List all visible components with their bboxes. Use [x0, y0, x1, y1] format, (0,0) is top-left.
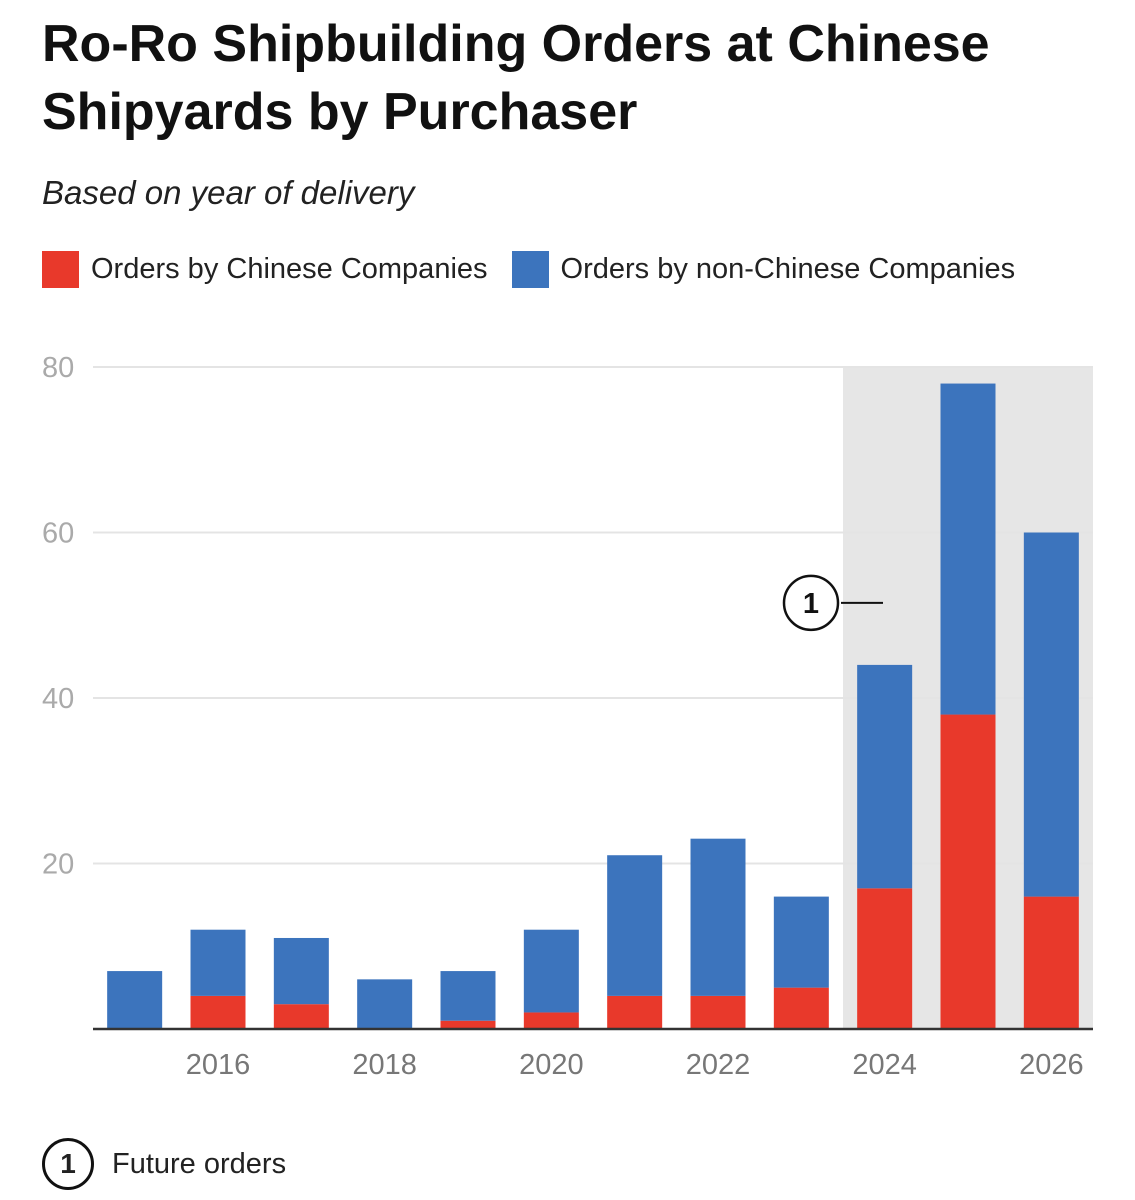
- bar-2016-non-chinese: [190, 929, 246, 996]
- y-tick-label-20: 20: [42, 849, 74, 881]
- bar-2024-non-chinese: [857, 664, 913, 889]
- bar-2015-non-chinese: [107, 971, 163, 1029]
- footnote-marker: 1: [42, 1138, 94, 1190]
- bar-2025-chinese: [940, 714, 996, 1029]
- legend-label-chinese: Orders by Chinese Companies: [91, 252, 488, 285]
- bar-2021-chinese: [607, 995, 663, 1029]
- bar-2025-non-chinese: [940, 383, 996, 715]
- legend-item-non-chinese: Orders by non-Chinese Companies: [511, 250, 1016, 288]
- x-tick-label-2024: 2024: [852, 1049, 917, 1081]
- footnote-text: Future orders: [112, 1147, 287, 1180]
- y-tick-label-80: 80: [42, 352, 74, 384]
- bar-2016-chinese: [190, 995, 246, 1029]
- footnote: 1 Future orders: [42, 1138, 286, 1190]
- x-tick-label-2016: 2016: [186, 1049, 251, 1081]
- chart-title: Ro-Ro Shipbuilding Orders at Chinese Shi…: [42, 15, 990, 141]
- x-tick-label-2018: 2018: [352, 1049, 417, 1081]
- bar-2017-chinese: [273, 1004, 329, 1029]
- legend-label-non-chinese: Orders by non-Chinese Companies: [560, 252, 1016, 285]
- legend-swatch-non-chinese: [511, 250, 549, 288]
- chart-subtitle: Based on year of delivery: [42, 174, 415, 211]
- bar-2019-non-chinese: [440, 971, 496, 1021]
- legend: Orders by Chinese Companies Orders by no…: [42, 248, 1039, 290]
- x-tick-label-2022: 2022: [686, 1049, 751, 1081]
- bar-2026-non-chinese: [1023, 532, 1079, 897]
- x-tick-label-2020: 2020: [519, 1049, 584, 1081]
- bar-chart: 20 40 60 80 2016 2018 2020 2022 2024 2026 1: [42, 352, 1093, 1081]
- bar-2021-non-chinese: [607, 855, 663, 996]
- bar-2020-non-chinese: [523, 929, 579, 1013]
- bar-2026-chinese: [1023, 896, 1079, 1029]
- legend-swatch-chinese: [42, 250, 79, 288]
- annotation-marker-circle: [782, 574, 840, 632]
- y-tick-label-60: 60: [42, 518, 74, 550]
- bar-2022-chinese: [690, 995, 746, 1029]
- bar-2018-non-chinese: [357, 979, 413, 1029]
- bar-2023-non-chinese: [773, 896, 829, 988]
- bar-2023-chinese: [773, 987, 829, 1029]
- legend-item-chinese: Orders by Chinese Companies: [42, 250, 488, 288]
- y-tick-label-40: 40: [42, 683, 74, 715]
- bar-2024-chinese: [857, 888, 913, 1029]
- bar-2022-non-chinese: [690, 838, 746, 996]
- x-tick-label-2026: 2026: [1019, 1049, 1084, 1081]
- annotation-marker-label: 1: [803, 588, 819, 620]
- bar-2020-chinese: [523, 1012, 579, 1029]
- bar-2019-chinese: [440, 1020, 496, 1029]
- bar-2017-non-chinese: [273, 937, 329, 1005]
